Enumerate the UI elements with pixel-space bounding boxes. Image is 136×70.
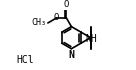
Text: NH: NH [86, 34, 97, 44]
Text: HCl: HCl [17, 55, 34, 65]
Text: O: O [64, 0, 69, 9]
Text: O: O [53, 14, 59, 22]
Text: CH₃: CH₃ [31, 18, 46, 27]
Text: N: N [68, 50, 74, 60]
